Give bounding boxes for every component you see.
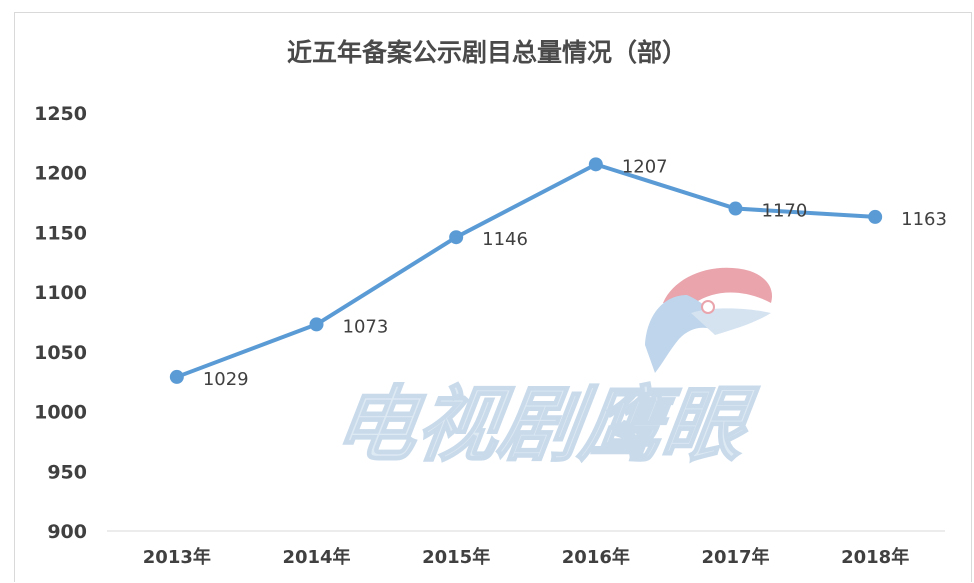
data-label: 1146 [482, 229, 528, 250]
y-tick-label: 1200 [34, 163, 87, 185]
data-label: 1029 [203, 369, 249, 390]
data-point [449, 230, 464, 245]
data-point [169, 369, 184, 384]
y-tick-label: 1150 [34, 222, 87, 244]
watermark: 电视剧鹰眼 [327, 267, 773, 474]
data-points [169, 157, 883, 384]
x-tick-label: 2013年 [143, 546, 211, 568]
chart-frame: 近五年备案公示剧目总量情况（部） 电视剧鹰眼 900 950 1000 1050 110… [14, 12, 972, 582]
chart-title: 近五年备案公示剧目总量情况（部） [287, 38, 687, 67]
data-labels: 1029 1073 1146 1207 1170 1163 [203, 156, 947, 390]
data-point [588, 157, 603, 172]
data-point [868, 209, 883, 224]
x-tick-label: 2015年 [422, 546, 490, 568]
data-point [728, 201, 743, 216]
x-tick-label: 2017年 [701, 546, 769, 568]
data-label: 1170 [762, 201, 808, 222]
data-label: 1163 [901, 209, 947, 230]
data-label: 1207 [622, 156, 668, 177]
y-tick-label: 1250 [34, 103, 87, 125]
y-tick-label: 950 [47, 461, 87, 483]
series-line [174, 162, 878, 379]
y-tick-label: 900 [47, 521, 87, 543]
data-label: 1073 [343, 316, 389, 337]
y-tick-label: 1000 [34, 402, 87, 424]
data-point [309, 317, 324, 332]
y-tick-label: 1050 [34, 342, 87, 364]
line-chart: 近五年备案公示剧目总量情况（部） 电视剧鹰眼 900 950 1000 1050 110… [34, 38, 947, 568]
y-axis: 900 950 1000 1050 1100 1150 1200 1250 [34, 103, 87, 543]
x-tick-label: 2014年 [282, 546, 350, 568]
y-tick-label: 1100 [34, 282, 87, 304]
x-tick-label: 2016年 [562, 546, 630, 568]
x-axis: 2013年 2014年 2015年 2016年 2017年 2018年 [143, 546, 909, 568]
eagle-head-logo [645, 267, 773, 373]
x-tick-label: 2018年 [841, 546, 909, 568]
watermark-text: 电视剧鹰眼 [328, 378, 761, 473]
